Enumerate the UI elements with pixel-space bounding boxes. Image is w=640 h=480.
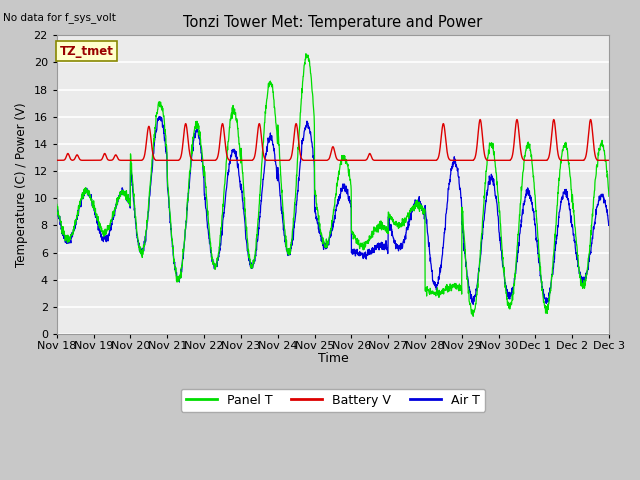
Text: TZ_tmet: TZ_tmet (60, 45, 113, 58)
Y-axis label: Temperature (C) / Power (V): Temperature (C) / Power (V) (15, 102, 28, 267)
Title: Tonzi Tower Met: Temperature and Power: Tonzi Tower Met: Temperature and Power (183, 15, 483, 30)
Legend: Panel T, Battery V, Air T: Panel T, Battery V, Air T (180, 389, 485, 411)
Text: No data for f_sys_volt: No data for f_sys_volt (3, 12, 116, 23)
X-axis label: Time: Time (317, 352, 348, 365)
